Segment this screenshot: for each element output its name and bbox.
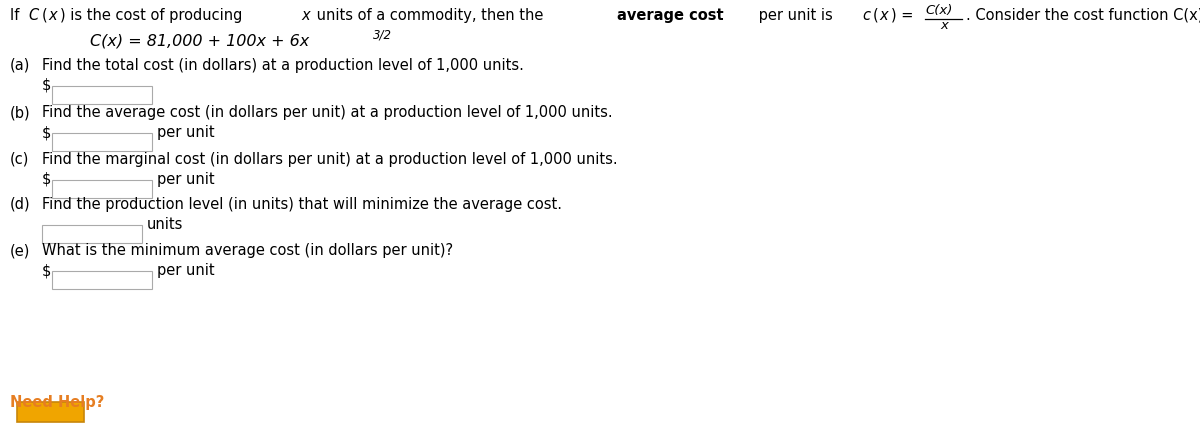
Text: C: C [28,8,38,23]
FancyBboxPatch shape [42,225,142,243]
FancyBboxPatch shape [17,402,84,422]
Text: (d): (d) [10,196,31,211]
Text: If: If [10,8,24,23]
Text: $: $ [42,78,52,93]
FancyBboxPatch shape [52,181,152,199]
Text: $: $ [42,125,52,140]
FancyBboxPatch shape [52,87,152,105]
Text: Find the production level (in units) that will minimize the average cost.: Find the production level (in units) tha… [42,196,562,211]
Text: (: ( [872,8,878,23]
FancyBboxPatch shape [52,134,152,152]
Text: $: $ [42,262,52,277]
Text: (e): (e) [10,242,30,257]
Text: . Consider the cost function C(x) given below. (Round your answers to the neares: . Consider the cost function C(x) given … [966,8,1200,23]
Text: x: x [941,19,948,32]
Text: per unit: per unit [157,125,215,140]
Text: per unit: per unit [157,172,215,187]
Text: Find the total cost (in dollars) at a production level of 1,000 units.: Find the total cost (in dollars) at a pr… [42,58,524,73]
Text: What is the minimum average cost (in dollars per unit)?: What is the minimum average cost (in dol… [42,242,454,257]
Text: (c): (c) [10,152,29,167]
Text: $: $ [42,172,52,187]
Text: per unit: per unit [157,262,215,277]
Text: x: x [301,8,310,23]
Text: ) =: ) = [890,8,918,23]
Text: per unit is: per unit is [755,8,838,23]
Text: units: units [148,216,184,231]
Text: 3/2: 3/2 [373,29,392,42]
Text: x: x [880,8,888,23]
Text: x: x [49,8,58,23]
Text: (b): (b) [10,105,31,120]
Text: c: c [862,8,870,23]
Text: (a): (a) [10,58,30,73]
Text: C(x): C(x) [925,4,953,17]
Text: C(x) = 81,000 + 100x + 6x: C(x) = 81,000 + 100x + 6x [90,33,310,48]
Text: Need Help?: Need Help? [10,394,104,409]
Text: average cost: average cost [617,8,724,23]
Text: units of a commodity, then the: units of a commodity, then the [312,8,548,23]
Text: Find the average cost (in dollars per unit) at a production level of 1,000 units: Find the average cost (in dollars per un… [42,105,613,120]
Text: ) is the cost of producing: ) is the cost of producing [60,8,247,23]
FancyBboxPatch shape [52,271,152,289]
Text: (: ( [41,8,47,23]
Text: Find the marginal cost (in dollars per unit) at a production level of 1,000 unit: Find the marginal cost (in dollars per u… [42,152,618,167]
